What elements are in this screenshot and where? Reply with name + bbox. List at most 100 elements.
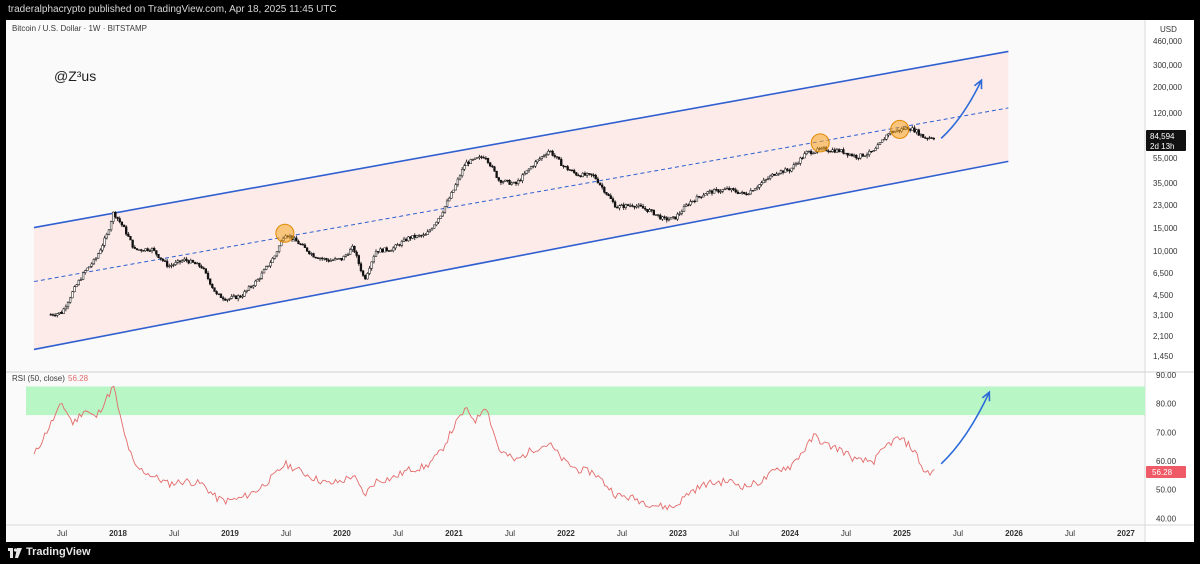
candle-body (575, 172, 578, 176)
candle-body (420, 235, 423, 237)
candle-body (103, 237, 106, 246)
candle-body (439, 215, 442, 219)
candle-body (359, 263, 363, 272)
rsi-projection-arrow (940, 390, 991, 465)
candle-body (424, 234, 427, 236)
candle-body (549, 150, 552, 153)
candle-body (872, 150, 875, 152)
candle-body (844, 152, 847, 155)
candle-body (69, 297, 72, 303)
candle-body (428, 229, 432, 233)
candle-body (532, 165, 535, 168)
candle-body (351, 245, 354, 250)
candle-body (833, 149, 836, 153)
candle-body (762, 179, 765, 183)
candle-body (56, 313, 59, 316)
candle-body (743, 191, 746, 195)
candle-body (323, 258, 326, 260)
candle-body (708, 190, 712, 192)
candle-body (221, 297, 225, 300)
candle-body (452, 189, 455, 193)
channel-middle-line (33, 107, 1009, 283)
candle-body (262, 269, 266, 274)
candle-body (676, 213, 679, 220)
candle-body (650, 209, 653, 211)
candle-body (75, 284, 78, 287)
channel-lower-line (33, 160, 1009, 351)
rsi-axis-tick: 50.00 (1156, 486, 1177, 495)
candle-body (265, 266, 268, 270)
candle-body (637, 204, 640, 207)
candle-body (680, 211, 684, 214)
candle-body (476, 157, 479, 159)
candle-body (97, 253, 100, 259)
candle-body (116, 216, 119, 219)
candle-body (215, 291, 218, 295)
candle-body (81, 272, 85, 280)
time-axis-tick: Jul (953, 529, 963, 538)
candle-body (357, 255, 360, 264)
candle-body (700, 196, 703, 198)
candle-body (881, 139, 884, 143)
candle-body (715, 189, 718, 191)
candle-body (204, 268, 208, 274)
candle-body (109, 221, 113, 231)
candle-body (771, 173, 774, 177)
chart-area[interactable]: 460,000 300,000 200,000 120,000 55,000 35,000… (6, 20, 1194, 542)
candle-body (368, 268, 371, 274)
candle-body (689, 201, 692, 206)
candle-body (293, 237, 296, 240)
candle-body (469, 159, 472, 164)
candle-body (930, 137, 933, 139)
candle-body (773, 173, 776, 176)
candle-body (865, 154, 869, 157)
candle-body (230, 296, 233, 299)
candle-body (557, 156, 561, 160)
candle-body (114, 211, 117, 218)
candle-body (267, 265, 270, 268)
arrow-head (973, 78, 983, 90)
candle-body (413, 235, 416, 238)
candle-body (713, 189, 716, 194)
candle-body (99, 249, 102, 255)
time-axis-tick: Jul (729, 529, 739, 538)
candle-body (333, 258, 337, 261)
candle-body (198, 262, 201, 267)
candle-body (209, 278, 212, 285)
candle-body (377, 251, 380, 253)
candle-body (473, 157, 477, 160)
candle-body (58, 312, 61, 314)
candle-body (49, 314, 52, 316)
candle-body (303, 244, 307, 248)
price-badge-box (1146, 130, 1186, 151)
candle-body (269, 262, 272, 267)
candle-body (924, 137, 927, 139)
candle-body (861, 153, 864, 157)
candle-body (318, 257, 322, 260)
candle-body (191, 259, 195, 263)
candle-body (400, 241, 404, 246)
candle-body (295, 237, 298, 242)
candle-body (243, 291, 246, 297)
candle-body (603, 186, 606, 193)
candle-body (237, 295, 240, 300)
candle-body (213, 287, 216, 292)
candle-body (187, 260, 190, 264)
candle-body (120, 221, 124, 226)
arrow-head (981, 390, 991, 402)
price-pane-clip (33, 50, 1009, 351)
candle-body (648, 209, 651, 212)
candle-body (448, 197, 451, 202)
candle-body (876, 144, 879, 149)
candle-body (471, 159, 475, 161)
candle-body (566, 166, 569, 170)
candle-body (127, 233, 130, 237)
candle-body (327, 259, 330, 262)
price-axis-tick: 460,000 (1153, 37, 1182, 46)
candle-body (366, 273, 369, 280)
candle-body (540, 156, 544, 159)
chart-svg[interactable]: 460,000 300,000 200,000 120,000 55,000 35,000… (6, 20, 1194, 542)
candle-body (217, 293, 220, 295)
candle-body (738, 192, 742, 194)
time-axis-tick: 2022 (557, 529, 575, 538)
